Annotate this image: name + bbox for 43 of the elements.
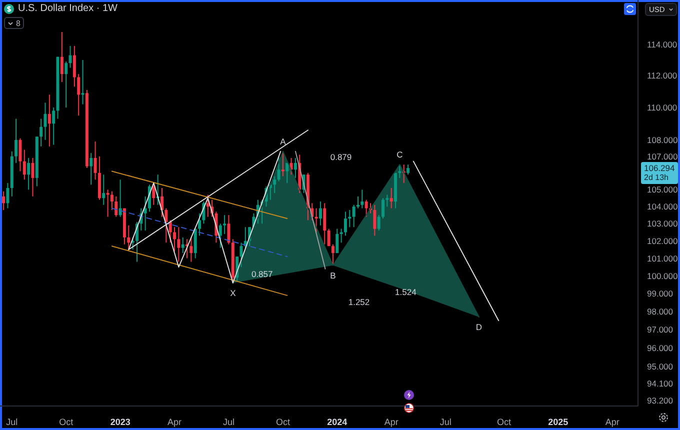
x-tick-label: Oct [276,417,290,427]
x-tick-label: 2025 [548,417,568,427]
x-tick-label: Jul [440,417,452,427]
y-tick-label: 99.000 [647,288,674,299]
x-tick-label: Apr [384,417,398,427]
y-tick-label: 102.000 [647,236,678,246]
annotation: 1.524 [395,286,417,297]
x-tick-label: Jul [6,417,18,427]
y-tick-label: 107.000 [647,151,678,162]
annotation: X [230,288,236,298]
annotation: 8 [16,18,20,28]
y-tick-label: 100.000 [647,270,678,281]
y-tick-label: 94.100 [647,378,674,388]
annotation: 1.252 [348,297,370,307]
annotation: 0.879 [330,152,352,162]
y-tick-label: 93.200 [647,395,674,406]
y-tick-label: 103.000 [647,218,678,229]
toggle-button: 8 [4,17,24,29]
y-tick-label: 97.000 [647,324,674,335]
y-tick-label: 96.000 [647,343,674,354]
y-tick-label: 112.000 [647,70,678,81]
y-tick-label: 110.000 [647,102,678,113]
y-tick-label: 104.000 [647,202,678,212]
annotation: B [330,270,336,280]
annotation: 0.857 [251,269,274,280]
x-tick-label: Jul [222,417,235,427]
y-tick-label: 98.000 [647,306,674,317]
x-tick-label: Apr [168,417,182,427]
y-tick-label: 114.000 [647,39,678,50]
x-tick-label: Apr [605,417,620,427]
y-tick-label: 108.000 [647,134,678,145]
y-tick-label: 101.000 [647,253,678,264]
x-tick-label: Oct [59,417,74,427]
x-tick-label: 2024 [327,417,348,427]
annotation: D [476,322,482,332]
y-tick-label: 105.000 [647,184,678,195]
price-label: 106.294 2d 13h [641,162,678,184]
annotation: C [396,150,403,160]
y-tick-label: 95.000 [647,362,674,372]
chart-title: U.S. Dollar Index · 1W [18,3,118,14]
annotation: A [280,136,286,146]
x-tick-label: Oct [496,417,512,427]
x-tick-label: 2023 [110,417,130,427]
